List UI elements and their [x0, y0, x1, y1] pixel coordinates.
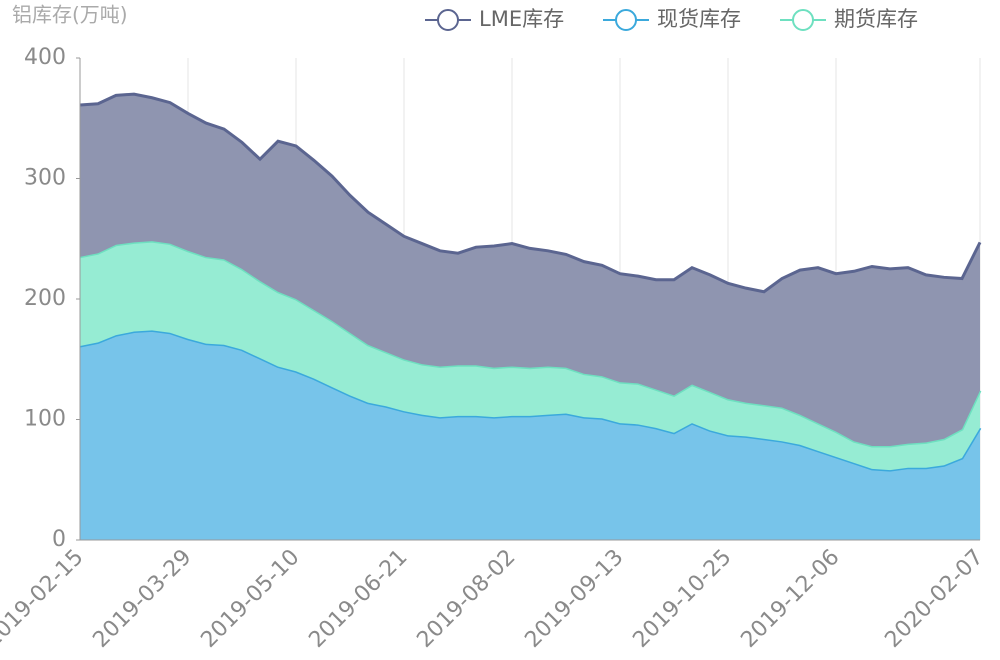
area	[80, 241, 980, 471]
legend-marker	[615, 9, 637, 31]
x-tick-label: 2019-12-06	[736, 545, 844, 653]
legend-marker	[792, 9, 814, 31]
line	[79, 92, 982, 294]
y-tick-label: 100	[24, 407, 66, 432]
legend-marker	[437, 9, 459, 31]
y-tick-label: 300	[24, 166, 66, 191]
x-tick-label: 2019-06-21	[304, 545, 412, 653]
x-tick-label: 2019-05-10	[196, 545, 304, 653]
x-tick-label: 2019-03-29	[88, 545, 196, 653]
x-tick-label: 2019-10-25	[628, 545, 736, 653]
x-tick-label: 2020-02-07	[880, 545, 988, 653]
area	[80, 330, 980, 540]
y-tick-label: 0	[52, 527, 66, 552]
y-tick-label: 200	[24, 286, 66, 311]
legend-label: LME库存	[479, 7, 564, 31]
x-tick-label: 2019-08-02	[412, 545, 520, 653]
y-tick-label: 400	[24, 45, 66, 70]
legend-label: 期货库存	[834, 7, 918, 31]
area	[80, 94, 980, 447]
y-axis-label: 铝库存(万吨)	[12, 3, 128, 27]
x-tick-label: 2019-02-15	[0, 545, 88, 653]
x-tick-label: 2019-09-13	[520, 545, 628, 653]
legend-item: 期货库存	[780, 7, 918, 31]
legend-label: 现货库存	[657, 7, 741, 31]
legend-item: 现货库存	[603, 7, 741, 31]
legend-item: LME库存	[425, 7, 564, 31]
